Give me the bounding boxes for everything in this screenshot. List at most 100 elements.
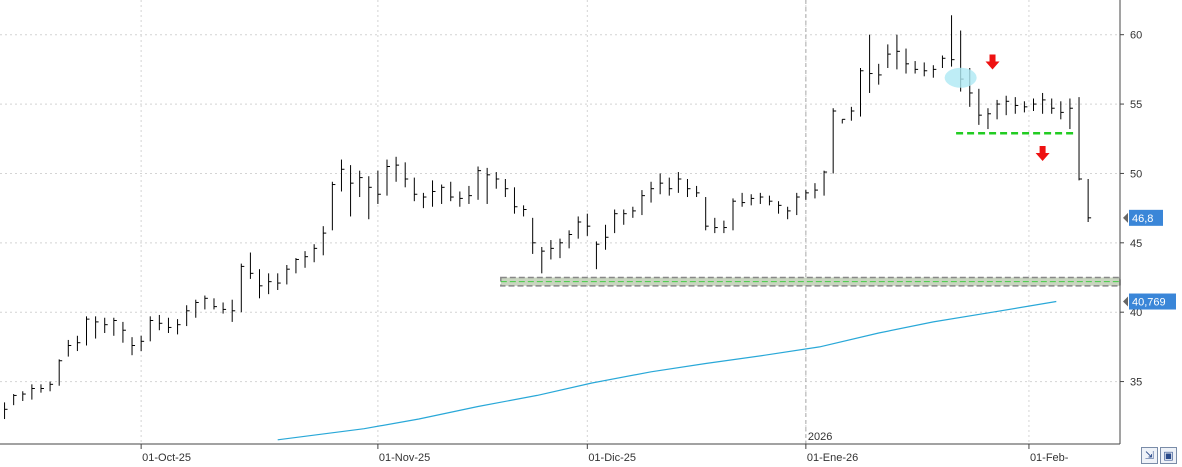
ohlc-bar — [395, 156, 400, 182]
moving-average-line — [277, 300, 1057, 441]
ohlc-bar — [832, 108, 837, 174]
ohlc-bar — [951, 15, 955, 67]
ohlc-bar — [577, 216, 582, 239]
ohlc-bar — [58, 359, 63, 386]
ohlc-bar — [450, 181, 454, 202]
ohlc-bar — [559, 238, 563, 259]
ohlc-bar — [432, 180, 436, 207]
ohlc-bar — [340, 159, 345, 192]
ohlc-bar — [896, 34, 900, 70]
ohlc-bar — [304, 251, 309, 268]
down-arrow-icon — [1035, 146, 1050, 162]
ohlc-bar — [541, 246, 545, 274]
ohlc-bar — [277, 273, 281, 290]
gridlines — [0, 0, 1120, 444]
ohlc-bar — [987, 108, 991, 130]
ohlc-bar — [768, 195, 773, 206]
ohlc-bar — [13, 394, 17, 406]
ohlc-bar — [459, 191, 463, 207]
ohlc-bar — [286, 265, 290, 285]
ohlc-bar — [386, 159, 390, 196]
ohlc-bar — [441, 184, 445, 204]
ohlc-bar — [149, 316, 154, 342]
ohlc-bar — [814, 183, 818, 199]
ohlc-bar — [732, 198, 737, 231]
x-tick-label: 01-Nov-25 — [379, 452, 430, 464]
ohlc-bar — [778, 201, 782, 214]
ohlc-bar — [186, 305, 190, 327]
ohlc-bar — [122, 321, 126, 343]
annotations — [944, 54, 1075, 162]
fit-icon[interactable]: ⇲ — [1141, 447, 1158, 464]
scale-icon[interactable]: ▣ — [1160, 447, 1177, 464]
ohlc-bar — [677, 172, 682, 193]
ohlc-bar — [67, 339, 72, 357]
ohlc-bar — [167, 317, 172, 333]
ohlc-bar — [887, 44, 891, 68]
ohlc-bar — [914, 61, 919, 74]
y-tick-label: 55 — [1130, 99, 1142, 111]
last-price-tag-box — [1129, 209, 1163, 226]
ohlc-bar — [705, 197, 709, 231]
ohlc-bar — [477, 166, 482, 200]
last-price-tag-label: 46,8 — [1132, 213, 1153, 225]
ohlc-bar — [76, 335, 81, 352]
ohlc-bar — [140, 335, 145, 352]
y-tick-label: 45 — [1130, 238, 1142, 250]
ohlc-bar — [632, 206, 636, 218]
ohlc-bar — [422, 192, 427, 209]
ohlc-bar — [1014, 97, 1019, 114]
ohlc-bar — [359, 170, 363, 198]
ohlc-bar — [932, 65, 937, 78]
y-tick-label: 60 — [1130, 30, 1142, 42]
ohlc-bar — [86, 316, 90, 346]
ohlc-bar — [614, 209, 618, 234]
ohlc-bar — [805, 190, 809, 200]
ohlc-bar — [750, 194, 755, 206]
moving-average-tag-box — [1129, 293, 1176, 310]
ohlc-bar — [350, 165, 354, 217]
ohlc-bars — [4, 15, 1092, 420]
x-axis-ticks: 01-Oct-25 01-Nov-25 01-Dic-25 01-Ene-26 01-F… — [140, 431, 1069, 464]
ohlc-bar — [723, 220, 727, 234]
ohlc-bar — [741, 192, 746, 207]
ohlc-bar — [49, 381, 54, 392]
ohlc-bar — [714, 217, 718, 234]
ohlc-bar — [113, 317, 117, 336]
ohlc-bar — [595, 241, 600, 270]
ohlc-bar — [923, 62, 928, 77]
highlight-ellipse — [944, 67, 977, 88]
ohlc-bar — [513, 187, 518, 214]
ohlc-bar — [586, 213, 591, 236]
ohlc-bar — [468, 185, 472, 204]
y-tick-label: 35 — [1130, 377, 1142, 389]
ohlc-bar — [1023, 101, 1028, 113]
ohlc-bar — [240, 263, 245, 313]
y-tick-label: 50 — [1130, 168, 1142, 180]
ohlc-bar — [550, 240, 554, 260]
year-marker-label: 2026 — [808, 431, 832, 443]
ohlc-bar — [504, 178, 509, 198]
ohlc-bar — [213, 298, 217, 310]
ohlc-bar — [568, 230, 573, 249]
down-arrow-icon — [985, 54, 1000, 70]
ohlc-bar — [941, 55, 946, 68]
ohlc-bar — [259, 269, 263, 299]
ohlc-bar — [850, 106, 855, 121]
ohlc-bar — [377, 170, 381, 204]
ohlc-bar — [605, 224, 609, 250]
ohlc-bar — [31, 384, 35, 400]
ohlc-bar — [95, 316, 99, 339]
support-band — [500, 276, 1121, 287]
ohlc-bar — [177, 319, 181, 335]
ohlc-bar — [623, 209, 627, 225]
ohlc-bar — [331, 181, 336, 231]
ohlc-bar — [996, 99, 1001, 120]
x-tick-label: 01-Ene-26 — [807, 452, 858, 464]
ohlc-bar — [495, 172, 500, 189]
moving-average-tag-label: 40,769 — [1132, 297, 1166, 309]
ohlc-bar — [641, 190, 645, 216]
ohlc-bar — [532, 217, 536, 254]
ohlc-bar — [686, 178, 691, 198]
